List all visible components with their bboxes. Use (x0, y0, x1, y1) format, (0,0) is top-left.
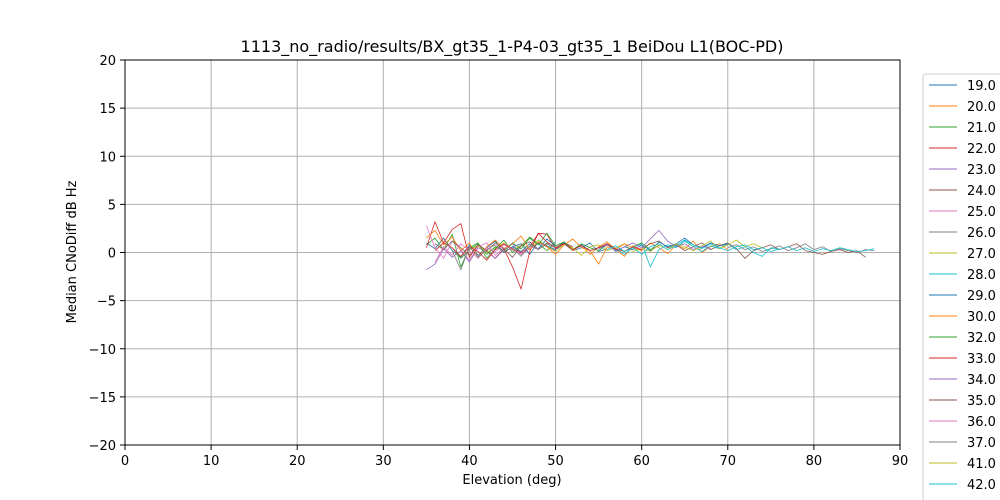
legend-label: 29.0 (967, 289, 996, 304)
y-tick-label: 5 (108, 198, 116, 213)
legend: 19.0 20.0 21.0 22.0 23.0 24.0 25.0 26.0 27.0 28.0… (922, 73, 1000, 500)
series-line-35-0 (434, 240, 556, 258)
legend-label: 41.0 (967, 457, 996, 472)
x-tick-label: 90 (892, 454, 909, 469)
x-tick-label: 20 (289, 454, 306, 469)
legend-label: 21.0 (967, 121, 996, 136)
y-tick-label: −10 (89, 343, 116, 358)
x-tick-label: 80 (806, 454, 823, 469)
legend-label: 19.0 (967, 79, 996, 94)
y-axis-title: Median CNoDiff dB Hz (65, 180, 80, 323)
x-tick-label: 10 (203, 454, 220, 469)
y-tick-label: −15 (89, 391, 116, 406)
legend-label: 33.0 (967, 352, 996, 367)
legend-box (922, 73, 1000, 500)
legend-label: 32.0 (967, 331, 996, 346)
x-tick-label: 70 (720, 454, 737, 469)
legend-label: 37.0 (967, 436, 996, 451)
series-line-41-0 (641, 239, 763, 252)
legend-label: 42.0 (967, 478, 996, 493)
series-line-26-0 (727, 243, 875, 253)
x-tick-label: 30 (375, 454, 392, 469)
series-line-37-0 (451, 242, 556, 271)
y-tick-label: −5 (97, 295, 116, 310)
legend-label: 26.0 (967, 226, 996, 241)
tick-layer: 0 10 20 30 40 50 60 70 80 90 −20 −15 −10 −5 0 5 10 15 20 (89, 54, 909, 469)
legend-label: 24.0 (967, 184, 996, 199)
y-tick-label: 0 (108, 247, 116, 262)
legend-label: 28.0 (967, 268, 996, 283)
legend-label: 23.0 (967, 163, 996, 178)
chart-title: 1113_no_radio/results/BX_gt35_1-P4-03_gt… (241, 37, 784, 57)
legend-label: 25.0 (967, 205, 996, 220)
series-line-42-0 (607, 239, 780, 255)
legend-label: 34.0 (967, 373, 996, 388)
legend-label: 27.0 (967, 247, 996, 262)
legend-label: 35.0 (967, 394, 996, 409)
legend-label: 22.0 (967, 142, 996, 157)
x-tick-label: 50 (547, 454, 564, 469)
series-line-25-0 (426, 225, 513, 261)
x-tick-label: 60 (633, 454, 650, 469)
y-tick-label: 20 (99, 54, 116, 69)
y-tick-label: 10 (99, 150, 116, 165)
x-tick-label: 40 (461, 454, 478, 469)
series-line-24-0 (641, 240, 866, 259)
legend-label: 30.0 (967, 310, 996, 325)
legend-label: 20.0 (967, 100, 996, 115)
series-line-34-0 (598, 229, 711, 252)
legend-label: 36.0 (967, 415, 996, 430)
x-tick-label: 0 (121, 454, 129, 469)
y-tick-label: 15 (99, 102, 116, 117)
series-layer (426, 221, 875, 290)
y-tick-label: −20 (89, 439, 116, 454)
series-line-36-0 (434, 243, 539, 263)
x-axis-title: Elevation (deg) (462, 473, 561, 488)
